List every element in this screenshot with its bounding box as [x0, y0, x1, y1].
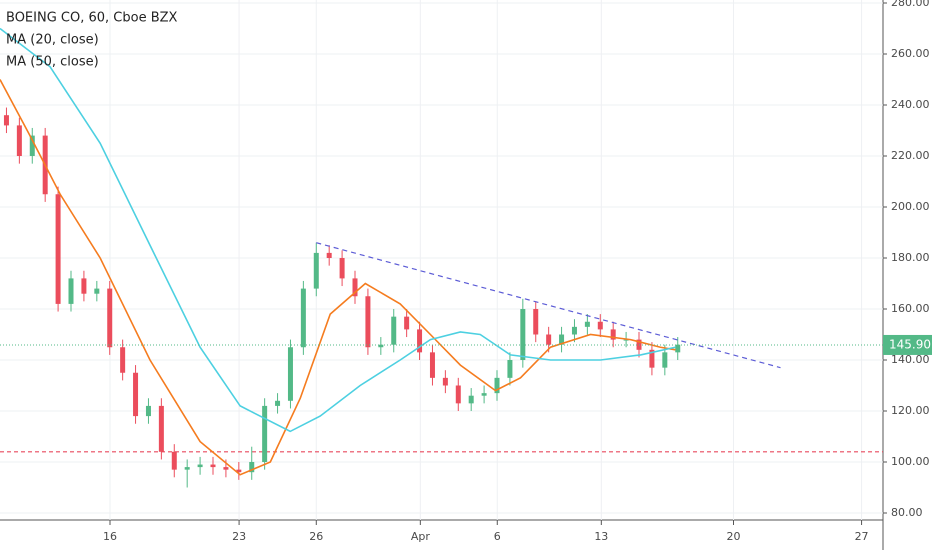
candle-body [442, 377, 448, 386]
candle-body [404, 316, 410, 330]
candle-body [300, 288, 306, 348]
candle-body [559, 334, 565, 345]
x-tick-label: 23 [232, 530, 246, 543]
y-tick-label: 180.00 [891, 251, 930, 264]
candle-body [16, 125, 22, 156]
candle-body [158, 405, 164, 452]
candle-body [584, 321, 590, 327]
plot-area [0, 0, 883, 520]
chart-title: BOEING CO, 60, Cboe BZX [6, 11, 178, 26]
candle-body [326, 252, 332, 258]
candle-body [507, 360, 513, 378]
candle-body [494, 377, 500, 394]
candle-body [55, 194, 61, 304]
candle-body [365, 296, 371, 348]
candle-body [546, 334, 552, 345]
y-tick-label: 220.00 [891, 149, 930, 162]
x-tick-label: 13 [594, 530, 608, 543]
candle-body [417, 329, 423, 353]
candle-body [107, 288, 113, 348]
candle-body [145, 405, 151, 417]
candle-body [275, 400, 281, 406]
candle-body [29, 135, 35, 156]
y-tick-label: 160.00 [891, 302, 930, 315]
candle-body [287, 347, 293, 401]
candle-body [223, 467, 229, 470]
moving-average-line [0, 79, 676, 476]
y-tick-label: 100.00 [891, 455, 930, 468]
candle-body [352, 278, 358, 297]
candle-body [520, 309, 526, 360]
x-tick-label: 6 [494, 530, 501, 543]
x-tick-label: 26 [309, 530, 323, 543]
candle-body [571, 326, 577, 335]
candle-body [481, 393, 487, 396]
candle-body [662, 352, 668, 368]
candle-body [649, 349, 655, 368]
candle-body [68, 278, 74, 304]
candle-body [455, 385, 461, 404]
candle-body [378, 344, 384, 348]
candle-body [184, 467, 190, 470]
x-tick-label: 27 [855, 530, 869, 543]
legend-entry: MA (20, close) [6, 33, 99, 48]
y-tick-label: 260.00 [891, 47, 930, 60]
candle-body [171, 451, 177, 470]
x-tick-label: Apr [411, 530, 431, 543]
x-tick-label: 16 [103, 530, 117, 543]
y-tick-label: 240.00 [891, 98, 930, 111]
candle-body [468, 395, 474, 404]
candle-body [236, 469, 242, 473]
candle-body [262, 405, 268, 462]
candle-body [391, 316, 397, 345]
y-tick-label: 280.00 [891, 0, 930, 9]
candle-body [339, 258, 345, 279]
candle-body [94, 288, 100, 294]
moving-average-line [0, 27, 676, 433]
last-price-box [883, 334, 932, 355]
candle-body [120, 347, 126, 373]
candle-body [675, 344, 681, 353]
candle-body [597, 321, 603, 330]
candle-body [133, 372, 139, 417]
candle-body [623, 339, 629, 341]
y-tick-label: 140.00 [891, 353, 930, 366]
candle-body [313, 252, 319, 289]
candle-body [533, 309, 539, 335]
candle-body [610, 329, 616, 340]
candle-body [249, 462, 255, 473]
y-tick-label: 200.00 [891, 200, 930, 213]
candle-body [429, 352, 435, 378]
last-price-label: 145.90 [889, 337, 931, 351]
y-tick-label: 120.00 [891, 404, 930, 417]
candle-body [197, 464, 203, 468]
trend-line [316, 242, 781, 369]
candle-body [3, 115, 9, 126]
x-tick-label: 20 [727, 530, 741, 543]
candle-body [210, 464, 216, 468]
candle-body [81, 278, 87, 294]
y-tick-label: 80.00 [891, 506, 923, 519]
legend-entry: MA (50, close) [6, 55, 99, 70]
